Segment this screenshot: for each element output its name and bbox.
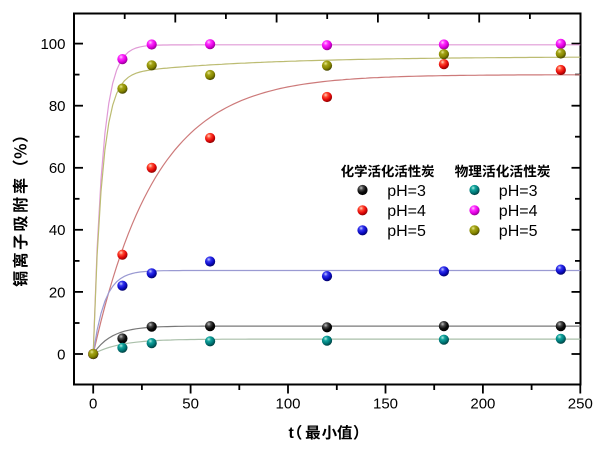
- svg-text:pH=4: pH=4: [499, 203, 538, 220]
- svg-text:200: 200: [470, 395, 495, 412]
- svg-text:100: 100: [275, 395, 300, 412]
- svg-text:150: 150: [373, 395, 398, 412]
- svg-text:pH=3: pH=3: [387, 183, 426, 200]
- svg-text:t: t: [289, 425, 295, 442]
- svg-text:pH=5: pH=5: [387, 223, 426, 240]
- svg-text:0: 0: [89, 395, 97, 412]
- svg-text:250: 250: [568, 395, 593, 412]
- svg-text:pH=5: pH=5: [499, 223, 538, 240]
- svg-text:100: 100: [40, 36, 65, 53]
- svg-text:40: 40: [49, 222, 66, 239]
- svg-text:50: 50: [182, 395, 199, 412]
- svg-text:20: 20: [49, 284, 66, 301]
- svg-text:pH=4: pH=4: [387, 203, 426, 220]
- svg-text:pH=3: pH=3: [499, 183, 538, 200]
- svg-text:0: 0: [57, 346, 65, 363]
- svg-text:80: 80: [49, 98, 66, 115]
- svg-text:60: 60: [49, 160, 66, 177]
